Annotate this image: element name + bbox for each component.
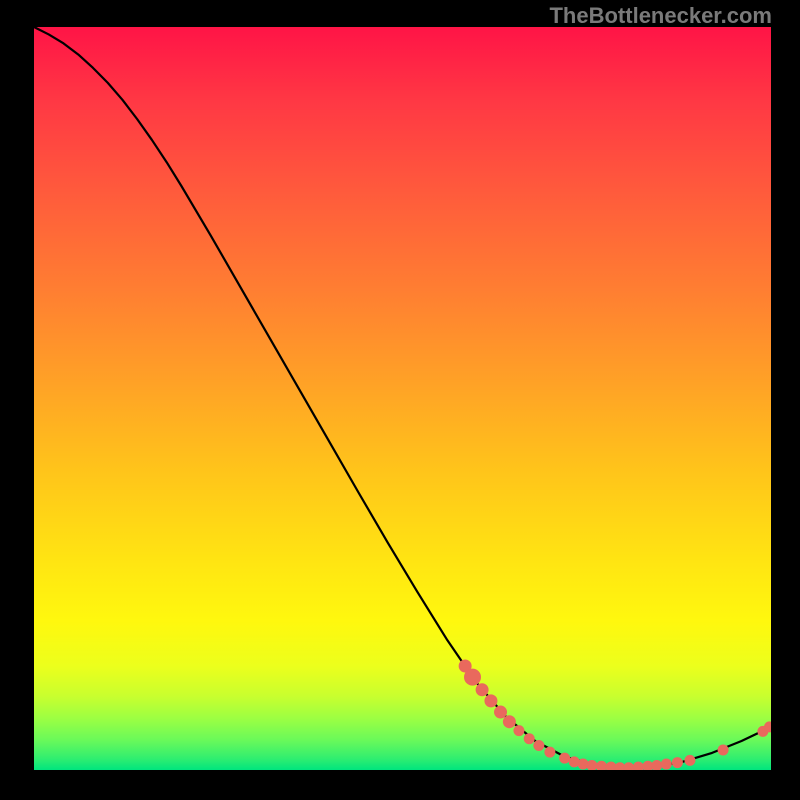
curve-layer	[34, 27, 771, 770]
data-point	[765, 722, 771, 732]
data-point	[578, 759, 588, 769]
data-point	[652, 761, 662, 770]
data-point	[514, 726, 524, 736]
bottleneck-curve	[34, 27, 771, 768]
data-point	[503, 716, 515, 728]
data-point	[587, 761, 597, 770]
data-point	[476, 684, 488, 696]
watermark-text: TheBottlenecker.com	[549, 3, 772, 29]
data-point	[545, 747, 555, 757]
data-point	[485, 695, 497, 707]
data-point	[718, 745, 728, 755]
data-point	[672, 758, 682, 768]
data-point	[495, 706, 507, 718]
data-point	[596, 761, 606, 770]
data-point	[624, 763, 634, 770]
data-point	[465, 669, 481, 685]
data-point	[661, 759, 671, 769]
data-point	[534, 740, 544, 750]
data-point	[560, 753, 570, 763]
data-point	[685, 755, 695, 765]
plot-area	[34, 27, 771, 770]
data-point	[633, 762, 643, 770]
data-point	[524, 734, 534, 744]
chart-root: TheBottlenecker.com	[0, 0, 800, 800]
